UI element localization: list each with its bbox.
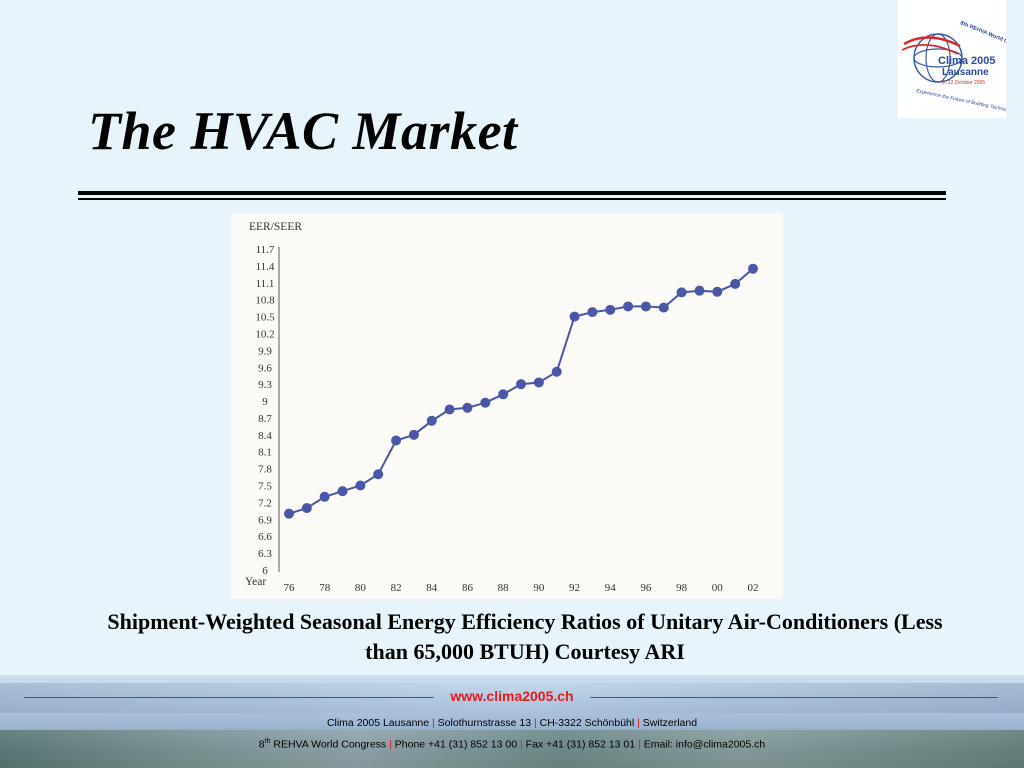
footer-landscape-shore [0, 730, 1024, 768]
y-tick-label: 8.7 [258, 413, 272, 425]
data-point [694, 285, 705, 296]
footer-congress-ordinal: 8 [258, 738, 265, 751]
y-tick-label: 10.2 [255, 328, 274, 340]
x-axis-label: Year [245, 576, 266, 588]
y-tick-label: 10.8 [255, 295, 275, 307]
logo-name-line2: Lausanne [942, 67, 989, 78]
footer-address-city: CH-3322 Schönbühl [539, 717, 635, 729]
data-point [605, 304, 616, 315]
footer-landscape-sky [0, 683, 1024, 713]
y-tick-label: 9.9 [258, 345, 272, 357]
footer-rule-right [590, 697, 998, 698]
data-point [462, 402, 473, 413]
chart-svg: 11.7 11.4 11.1 10.8 10.5 10.2 9.9 9.6 9.3 9 8.7 8.4… [245, 221, 759, 594]
data-point [676, 287, 687, 298]
x-tick-label: 98 [676, 582, 688, 594]
series-points [284, 263, 758, 519]
footer-rule-left [24, 697, 434, 698]
y-tick-label: 9.3 [258, 379, 272, 391]
footer-congress-name: REHVA World Congress [273, 738, 387, 751]
footer-congress-suffix: th [264, 738, 271, 745]
data-point [355, 480, 366, 491]
data-point [337, 486, 348, 497]
data-point [284, 508, 294, 519]
logo-arc-text: 8th REHVA World Congress [959, 20, 1006, 53]
x-tick-label: 90 [533, 582, 545, 594]
x-tick-label: 02 [748, 582, 759, 594]
logo-tagline: Experience the Future of Building Techno… [916, 88, 1006, 116]
footer-email[interactable]: Email: info@clima2005.ch [643, 738, 766, 751]
data-point [373, 469, 384, 480]
footer-address: Clima 2005 Lausanne | Solothurnstrasse 1… [326, 717, 698, 729]
y-tick-label: 8.1 [258, 447, 272, 459]
footer-banner: www.clima2005.ch Clima 2005 Lausanne | S… [0, 675, 1024, 768]
x-tick-label: 86 [462, 582, 474, 594]
x-tick-label: 96 [640, 582, 652, 594]
footer-phone: Phone +41 (31) 852 13 00 [394, 738, 518, 751]
data-point [444, 404, 455, 415]
data-point [658, 302, 669, 313]
footer-address-street: Solothurnstrasse 13 [437, 717, 532, 729]
x-tick-label: 82 [391, 582, 402, 594]
data-point [587, 307, 598, 318]
slide-title: The HVAC Market [88, 101, 518, 161]
x-tick-label: 00 [712, 582, 724, 594]
data-point [533, 377, 544, 388]
footer-url[interactable]: www.clima2005.ch [450, 688, 574, 704]
globe-icon [901, 33, 963, 83]
y-tick-label: 10.5 [255, 312, 275, 324]
y-tick-label: 7.5 [258, 481, 272, 493]
clima-2005-logo: 8th REHVA World Congress Clima 2005 Laus… [898, 0, 1006, 118]
series-line [288, 267, 754, 515]
footer-contact: 8th REHVA World Congress | Phone +41 (31… [258, 738, 766, 751]
data-point [551, 366, 562, 377]
data-point [391, 435, 402, 446]
x-tick-labels: 76 78 80 82 84 86 88 90 92 94 96 98 00 02 [284, 582, 759, 594]
seer-chart: 11.7 11.4 11.1 10.8 10.5 10.2 9.9 9.6 9.3 9 8.7 8.4… [231, 213, 783, 599]
y-tick-label: 9 [262, 396, 268, 408]
x-tick-label: 88 [498, 582, 510, 594]
y-tick-label: 7.8 [258, 464, 272, 476]
x-tick-label: 92 [569, 582, 580, 594]
y-tick-labels: 11.7 11.4 11.1 10.8 10.5 10.2 9.9 9.6 9.3 9 8.7 8.4… [255, 244, 275, 577]
data-point [730, 278, 741, 289]
y-tick-label: 6.9 [258, 514, 272, 526]
x-tick-label: 80 [355, 582, 367, 594]
chart-caption: Shipment-Weighted Seasonal Energy Effici… [107, 609, 943, 664]
footer-address-country: Switzerland [642, 717, 698, 729]
y-axis-label: EER/SEER [249, 221, 302, 233]
footer-fax: Fax +41 (31) 852 13 01 [525, 738, 636, 751]
y-tick-label: 11.7 [256, 244, 275, 256]
y-tick-label: 6 [262, 565, 268, 577]
data-point [712, 286, 723, 297]
x-tick-label: 78 [319, 582, 331, 594]
y-tick-label: 6.6 [258, 531, 272, 543]
logo-name-line1: Clima 2005 [938, 55, 995, 67]
y-tick-label: 6.3 [258, 548, 272, 560]
y-tick-label: 11.1 [256, 278, 275, 290]
data-point [748, 263, 758, 274]
logo-dates: 9.-12.October 2005 [942, 80, 985, 86]
title-rule-thick [78, 191, 946, 195]
y-tick-label: 8.4 [258, 430, 272, 442]
y-tick-label: 9.6 [258, 362, 272, 374]
x-tick-label: 94 [605, 582, 617, 594]
data-point [301, 503, 312, 514]
data-point [623, 301, 634, 312]
data-point [408, 429, 419, 440]
x-tick-label: 84 [426, 582, 438, 594]
data-point [640, 301, 651, 312]
data-point [498, 389, 509, 400]
footer-address-org: Clima 2005 Lausanne [326, 717, 430, 729]
data-point [426, 415, 437, 426]
data-point [516, 379, 526, 390]
data-point [569, 311, 580, 322]
y-tick-label: 7.2 [258, 497, 272, 509]
data-point [319, 491, 330, 502]
x-tick-label: 76 [284, 582, 296, 594]
title-rule-thin [78, 198, 946, 200]
data-point [480, 397, 491, 408]
y-tick-label: 11.4 [256, 261, 275, 273]
